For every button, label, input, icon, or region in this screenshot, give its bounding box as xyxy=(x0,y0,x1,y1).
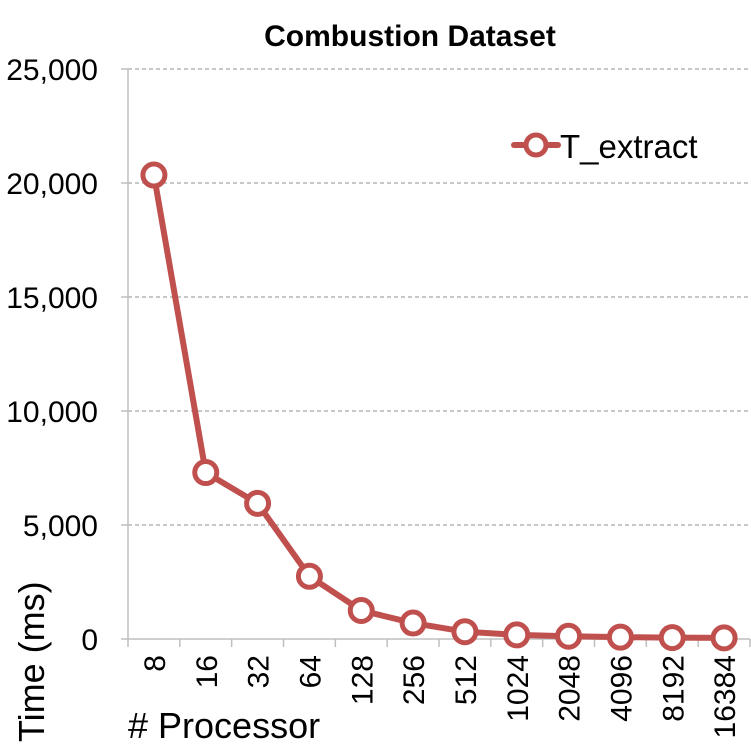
legend-marker-swatch xyxy=(523,132,549,158)
series-markers xyxy=(140,161,738,652)
y-axis-label: Time (ms) xyxy=(11,581,52,742)
data-point xyxy=(658,624,686,652)
data-point xyxy=(451,618,479,646)
x-tick-label: 128 xyxy=(346,655,379,705)
chart-title: Combustion Dataset xyxy=(264,20,556,53)
data-point xyxy=(244,489,272,517)
data-point xyxy=(503,621,531,649)
y-tick-label: 20,000 xyxy=(6,168,98,201)
data-point xyxy=(555,622,583,650)
legend: T_extract xyxy=(511,128,698,165)
x-tick-label: 16384 xyxy=(709,655,742,738)
x-tick-label: 1024 xyxy=(502,655,535,722)
data-point xyxy=(710,624,738,652)
data-point xyxy=(347,597,375,624)
y-tick-labels: 0 5,000 10,000 15,000 20,000 25,000 xyxy=(6,54,98,657)
data-point xyxy=(606,623,634,651)
x-tick-label: 8192 xyxy=(657,655,690,722)
data-point xyxy=(399,609,427,637)
data-point xyxy=(140,161,168,189)
x-tick-label: 8 xyxy=(139,655,172,672)
x-tick-label: 4096 xyxy=(605,655,638,722)
x-tick-label: 2048 xyxy=(554,655,587,722)
series-lines xyxy=(150,172,728,641)
legend-label: T_extract xyxy=(560,128,698,165)
y-tick-label: 15,000 xyxy=(6,282,98,315)
x-tick-label: 16 xyxy=(191,655,224,688)
x-tick-label: 64 xyxy=(294,655,327,688)
y-tick-label: 10,000 xyxy=(6,396,98,429)
y-tick-label: 25,000 xyxy=(6,54,98,87)
series-line xyxy=(150,172,728,641)
y-tick-label: 0 xyxy=(81,624,98,657)
x-tick-labels: 8 16 32 64 128 256 512 1024 2048 4096 8192 16384 xyxy=(139,655,742,738)
x-tick-label: 32 xyxy=(243,655,276,688)
x-tick-label: 512 xyxy=(450,655,483,705)
data-point xyxy=(192,459,220,487)
data-point xyxy=(295,562,323,590)
x-tick-label: 256 xyxy=(398,655,431,705)
gridlines xyxy=(128,68,750,526)
x-axis-label: # Processor xyxy=(128,705,320,746)
y-tick-label: 5,000 xyxy=(23,510,98,543)
